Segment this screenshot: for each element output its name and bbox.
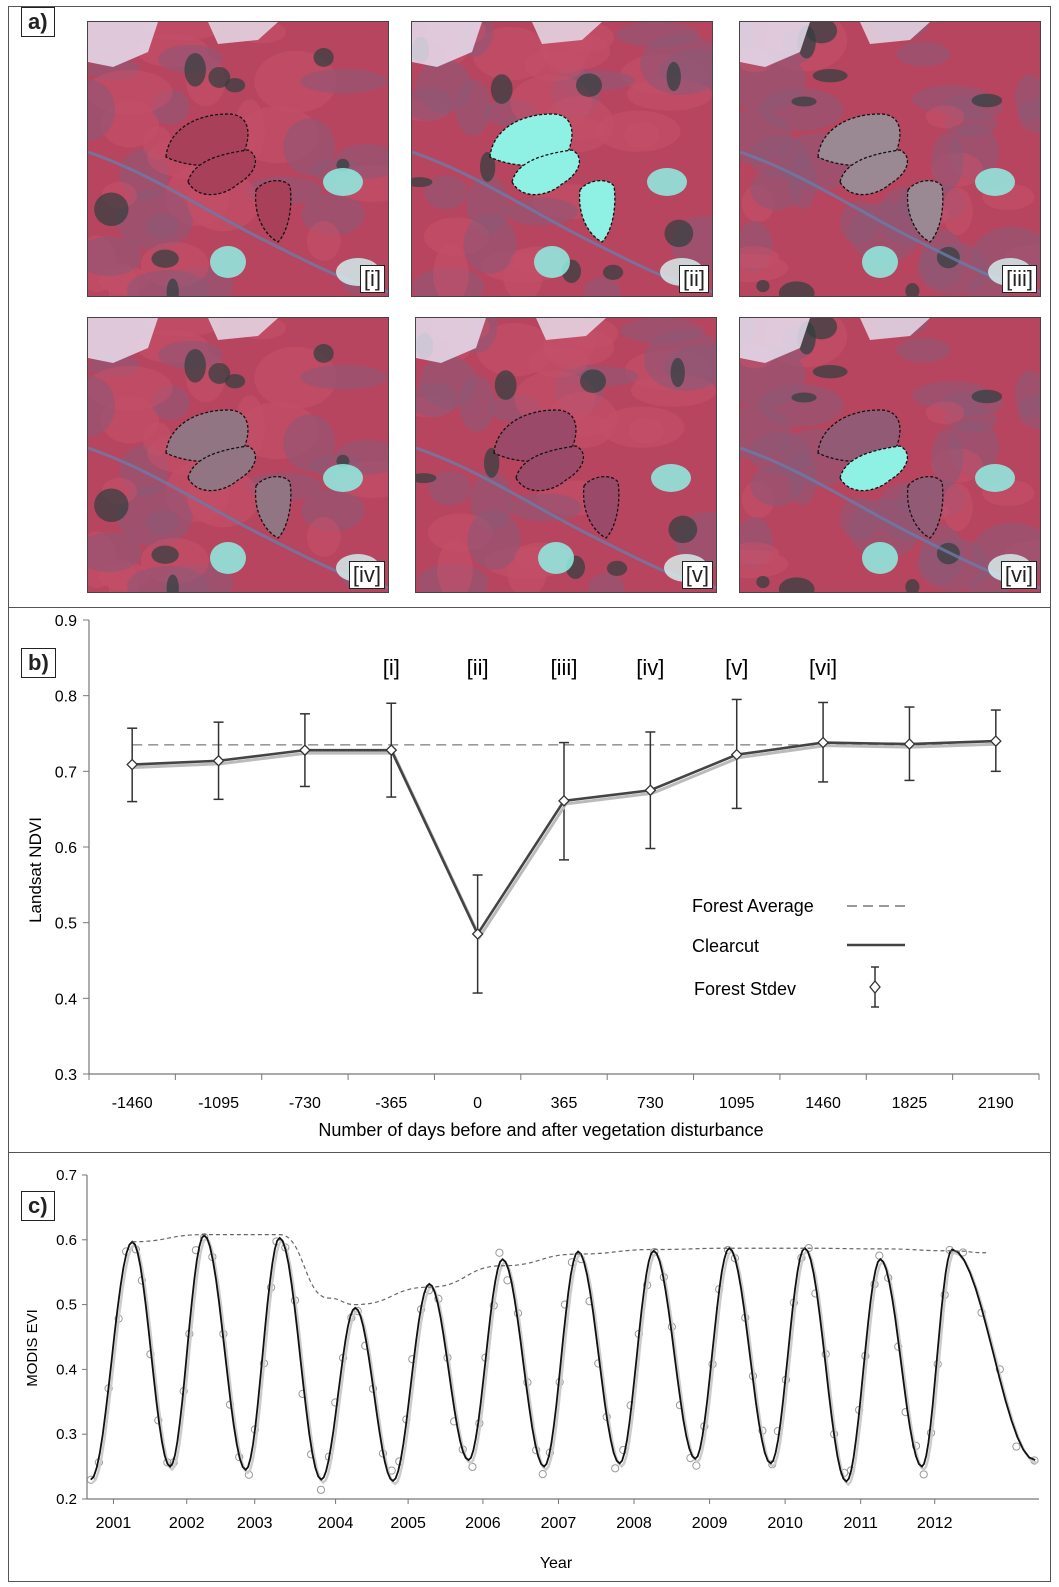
satellite-tile-2: [ii] bbox=[411, 21, 713, 297]
ndvi-x-tick-label: 730 bbox=[637, 1095, 664, 1112]
panel-b-ndvi-chart: b) Landsat NDVI Number of days before an… bbox=[8, 607, 1051, 1153]
time-annotation: [ii] bbox=[467, 655, 489, 680]
evi-y-tick-label: 0.2 bbox=[56, 1491, 77, 1508]
evi-x-tick-label: 2011 bbox=[843, 1515, 878, 1532]
tile-tag: [vi] bbox=[1000, 561, 1037, 589]
evi-x-tick-label: 2004 bbox=[318, 1515, 354, 1532]
evi-envelope-line bbox=[132, 1234, 987, 1306]
ndvi-y-tick-label: 0.3 bbox=[55, 1067, 77, 1084]
ndvi-x-tick-label: 0 bbox=[473, 1095, 482, 1112]
legend-label-clearcut: Clearcut bbox=[692, 936, 759, 956]
panel-b-label: b) bbox=[21, 648, 56, 678]
ndvi-y-tick-label: 0.9 bbox=[55, 613, 77, 630]
tile-tag: [iii] bbox=[1002, 265, 1037, 293]
evi-observation-marker bbox=[495, 1248, 504, 1257]
evi-observation-marker bbox=[316, 1485, 326, 1494]
ndvi-x-axis-label: Number of days before and after vegetati… bbox=[318, 1120, 763, 1140]
satellite-tile-6: [vi] bbox=[739, 317, 1041, 593]
satellite-tile-1: [i] bbox=[87, 21, 389, 297]
panel-a-label: a) bbox=[21, 7, 55, 37]
clearcut-point bbox=[298, 744, 311, 757]
ndvi-x-tick-label: 2190 bbox=[978, 1095, 1014, 1112]
evi-observation-marker bbox=[468, 1462, 477, 1472]
time-annotation: [iii] bbox=[551, 655, 578, 680]
time-annotation: [v] bbox=[725, 655, 748, 680]
evi-x-tick-label: 2006 bbox=[465, 1515, 501, 1532]
evi-x-tick-label: 2003 bbox=[237, 1515, 273, 1532]
ndvi-x-tick-label: -730 bbox=[289, 1095, 321, 1112]
evi-x-tick-label: 2005 bbox=[390, 1515, 426, 1532]
panel-a-imagery: a) [i] [ii] [iii] [iv] [v] [vi] bbox=[8, 6, 1051, 608]
ndvi-y-tick-label: 0.4 bbox=[55, 991, 77, 1008]
evi-y-tick-label: 0.3 bbox=[56, 1426, 77, 1443]
time-annotation: [vi] bbox=[809, 655, 837, 680]
ndvi-y-tick-label: 0.7 bbox=[55, 764, 77, 781]
clearcut-point bbox=[212, 754, 225, 767]
evi-y-tick-label: 0.7 bbox=[56, 1167, 77, 1184]
ndvi-legend: Forest Average Clearcut Forest Stdev bbox=[692, 896, 905, 1008]
satellite-tile-4: [iv] bbox=[87, 317, 389, 593]
ndvi-x-tick-label: 1825 bbox=[892, 1095, 928, 1112]
clearcut-point bbox=[558, 794, 570, 807]
evi-observation-marker bbox=[958, 1248, 968, 1257]
clearcut-line-shadow bbox=[134, 742, 998, 941]
clearcut-point bbox=[903, 738, 916, 751]
ndvi-x-tick-label: -1095 bbox=[198, 1095, 239, 1112]
evi-x-axis-label: Year bbox=[540, 1555, 573, 1572]
evi-x-tick-label: 2009 bbox=[692, 1515, 728, 1532]
evi-y-tick-label: 0.6 bbox=[56, 1232, 77, 1249]
legend-label-forest-average: Forest Average bbox=[692, 896, 814, 916]
ndvi-x-tick-label: -1460 bbox=[112, 1095, 153, 1112]
evi-x-tick-label: 2001 bbox=[96, 1515, 132, 1532]
ndvi-chart-svg: Landsat NDVI Number of days before and a… bbox=[26, 613, 1040, 1140]
evi-x-tick-label: 2012 bbox=[917, 1515, 953, 1532]
ndvi-y-axis-label: Landsat NDVI bbox=[26, 817, 45, 923]
evi-observation-marker bbox=[1012, 1442, 1021, 1451]
evi-x-tick-label: 2010 bbox=[767, 1515, 803, 1532]
evi-chart-svg: MODIS EVI Year 0.2 0.3 0.4 0.5 0.6 0.7 2001 200… bbox=[24, 1167, 1039, 1572]
evi-observation-marker bbox=[875, 1251, 884, 1260]
time-annotation: [i] bbox=[383, 655, 400, 680]
clearcut-point bbox=[471, 928, 484, 940]
evi-y-tick-label: 0.4 bbox=[56, 1361, 77, 1378]
evi-smoothed-line-shadow bbox=[91, 1236, 1038, 1487]
ndvi-y-tick-label: 0.6 bbox=[55, 840, 77, 857]
ndvi-x-tick-label: 1460 bbox=[805, 1095, 841, 1112]
ndvi-x-tick-label: -365 bbox=[375, 1095, 407, 1112]
legend-marker-forest-stdev bbox=[869, 966, 881, 1008]
evi-observation-marker bbox=[692, 1461, 701, 1470]
ndvi-y-tick-label: 0.8 bbox=[55, 689, 77, 706]
evi-x-tick-label: 2007 bbox=[541, 1515, 577, 1532]
satellite-tile-5: [v] bbox=[415, 317, 717, 593]
clearcut-point bbox=[817, 736, 830, 749]
ndvi-x-tick-label: 365 bbox=[551, 1095, 578, 1112]
tile-tag: [ii] bbox=[679, 265, 709, 293]
clearcut-point bbox=[385, 744, 398, 757]
evi-observation-marker bbox=[919, 1470, 928, 1479]
evi-smoothed-line bbox=[90, 1233, 1036, 1483]
time-annotation: [iv] bbox=[636, 655, 664, 680]
evi-y-axis-label: MODIS EVI bbox=[24, 1309, 41, 1387]
satellite-tile-3: [iii] bbox=[739, 21, 1041, 297]
clearcut-point bbox=[644, 784, 657, 797]
legend-label-forest-stdev: Forest Stdev bbox=[694, 979, 796, 999]
tile-tag: [v] bbox=[681, 561, 713, 589]
evi-x-tick-label: 2002 bbox=[169, 1515, 205, 1532]
ndvi-x-tick-label: 1095 bbox=[719, 1095, 755, 1112]
clearcut-point bbox=[126, 758, 139, 771]
clearcut-point bbox=[989, 735, 1002, 747]
evi-observation-marker bbox=[611, 1464, 620, 1473]
evi-observation-marker bbox=[538, 1470, 547, 1479]
panel-c-evi-chart: c) MODIS EVI Year 0.2 0.3 0.4 0.5 0.6 0.7 2001… bbox=[8, 1152, 1051, 1582]
clearcut-point bbox=[730, 748, 743, 761]
tile-tag: [iv] bbox=[348, 561, 385, 589]
evi-x-tick-label: 2008 bbox=[616, 1515, 652, 1532]
evi-observation-marker bbox=[353, 1307, 362, 1316]
ndvi-y-tick-label: 0.5 bbox=[55, 916, 77, 933]
evi-y-tick-label: 0.5 bbox=[56, 1297, 77, 1314]
panel-c-label: c) bbox=[21, 1191, 55, 1221]
tile-tag: [i] bbox=[359, 265, 385, 293]
